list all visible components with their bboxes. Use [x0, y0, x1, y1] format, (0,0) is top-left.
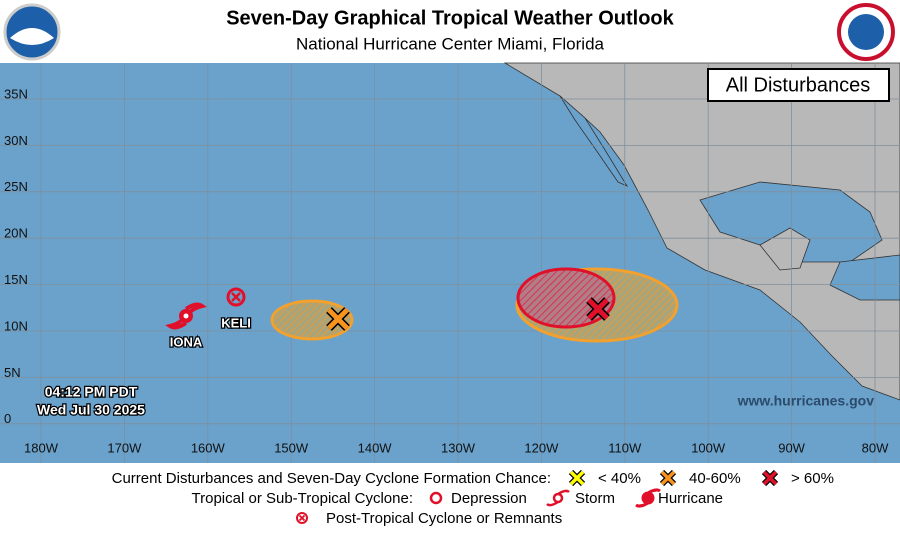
land-north-america	[503, 62, 900, 401]
issue-time: 04:12 PM PDT	[45, 384, 138, 400]
latitude-label: 30N	[4, 133, 28, 148]
longitude-label: 130W	[441, 440, 476, 455]
longitude-label: 110W	[608, 440, 642, 455]
latitude-label: 25N	[4, 179, 28, 194]
longitude-label: 150W	[274, 440, 309, 455]
longitude-label: 90W	[778, 440, 805, 455]
gulf-of-california	[559, 95, 629, 187]
legend-storm	[546, 489, 570, 507]
latitude-label: 0	[4, 411, 11, 426]
legend-post-tropical	[296, 512, 308, 524]
header-bg	[0, 0, 900, 63]
panel-label-box	[707, 68, 890, 102]
legend-label: Tropical or Sub-Tropical Cyclone:	[192, 490, 413, 507]
longitude-label: 160W	[191, 440, 226, 455]
issue-date: Wed Jul 30 2025	[37, 402, 145, 418]
latitude-label: 15N	[4, 272, 28, 287]
caribbean	[829, 254, 900, 301]
noaa-logo-wave	[10, 28, 54, 45]
subtitle: National Hurricane Center Miami, Florida	[296, 34, 605, 53]
legend-item: Storm	[575, 490, 615, 507]
legend-item: Post-Tropical Cyclone or Remnants	[326, 510, 562, 527]
latitude-label: 5N	[4, 365, 21, 380]
legend-depression	[429, 491, 443, 505]
title: Seven-Day Graphical Tropical Weather Out…	[226, 7, 674, 29]
latitude-label: 10N	[4, 318, 28, 333]
longitude-label: 100W	[691, 440, 726, 455]
longitude-label: 180W	[24, 440, 59, 455]
storm-name: KELI	[221, 315, 251, 330]
legend-x-medium	[659, 469, 677, 487]
hurricane-symbol	[165, 302, 207, 330]
legend-x-low	[568, 469, 586, 487]
legend-item: Hurricane	[658, 490, 723, 507]
longitude-label: 140W	[358, 440, 393, 455]
latitude-label: 20N	[4, 226, 28, 241]
disturbance-area-high	[516, 267, 616, 329]
legend-x-high	[761, 469, 779, 487]
nws-logo-inner	[848, 14, 884, 50]
legend-item: > 60%	[791, 470, 834, 487]
legend-item: < 40%	[598, 470, 641, 487]
storm-name: IONA	[170, 334, 203, 349]
disturbance-x-high	[586, 297, 610, 321]
legend-hurricane	[635, 488, 661, 508]
post-tropical-symbol	[226, 287, 246, 307]
legend-label: Current Disturbances and Seven-Day Cyclo…	[112, 470, 551, 487]
disturbance-x-medium	[326, 307, 350, 331]
longitude-label: 120W	[524, 440, 559, 455]
legend-item: Depression	[451, 490, 527, 507]
latitude-label: 35N	[4, 86, 28, 101]
legend-item: 40-60%	[689, 470, 741, 487]
website: www.hurricanes.gov	[737, 393, 875, 409]
panel-label: All Disturbances	[726, 74, 871, 96]
longitude-label: 80W	[862, 440, 889, 455]
longitude-label: 170W	[107, 440, 142, 455]
